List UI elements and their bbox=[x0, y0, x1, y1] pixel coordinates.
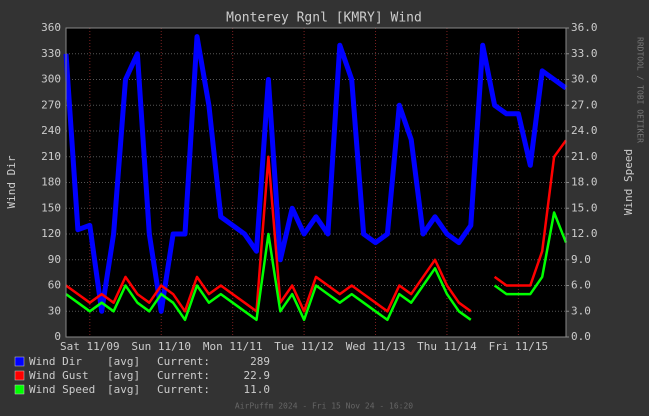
y-tick-label: 120 bbox=[41, 227, 61, 240]
legend-name: Wind Dir bbox=[29, 355, 82, 368]
y2-tick-label: 24.0 bbox=[571, 124, 598, 137]
chart-title: Monterey Rgnl [KMRY] Wind bbox=[226, 11, 422, 26]
series-line bbox=[65, 211, 568, 322]
y2-tick-label: 9.0 bbox=[571, 253, 591, 266]
y-axis-label: Wind Dir bbox=[5, 155, 18, 208]
y2-tick-label: 6.0 bbox=[571, 279, 591, 292]
plot-frame bbox=[65, 27, 567, 338]
legend-name: Wind Speed bbox=[29, 383, 95, 396]
y-tick-label: 90 bbox=[48, 253, 61, 266]
y-tick-label: 360 bbox=[41, 21, 61, 34]
legend-current: 22.9 bbox=[244, 369, 271, 382]
y2-tick-label: 0.0 bbox=[571, 330, 591, 343]
y2-tick-label: 3.0 bbox=[571, 304, 591, 317]
y-tick-label: 330 bbox=[41, 47, 61, 60]
legend-current-label: Current: bbox=[157, 383, 210, 396]
y2-axis-label: Wind Speed bbox=[622, 149, 635, 215]
side-note: RRDTOOL / TOBI OETIKER bbox=[636, 37, 645, 143]
legend-current-label: Current: bbox=[157, 355, 210, 368]
legend-name: Wind Gust bbox=[29, 369, 89, 382]
x-tick-label: Mon 11/11 bbox=[203, 340, 263, 353]
y2-tick-label: 36.0 bbox=[571, 21, 598, 34]
y2-tick-label: 18.0 bbox=[571, 176, 598, 189]
legend-kind: [avg] bbox=[107, 383, 140, 396]
x-tick-label: Sun 11/10 bbox=[131, 340, 191, 353]
y-tick-label: 150 bbox=[41, 201, 61, 214]
x-tick-label: Sat 11/09 bbox=[60, 340, 120, 353]
legend-swatch bbox=[14, 356, 25, 367]
y-tick-label: 180 bbox=[41, 176, 61, 189]
y2-tick-label: 33.0 bbox=[571, 47, 598, 60]
y-tick-label: 210 bbox=[41, 150, 61, 163]
y2-tick-label: 12.0 bbox=[571, 227, 598, 240]
x-tick-label: Tue 11/12 bbox=[274, 340, 334, 353]
y2-tick-label: 15.0 bbox=[571, 201, 598, 214]
x-tick-label: Fri 11/15 bbox=[489, 340, 549, 353]
y2-tick-label: 30.0 bbox=[571, 73, 598, 86]
legend-current: 289 bbox=[250, 355, 270, 368]
legend-kind: [avg] bbox=[107, 369, 140, 382]
x-tick-label: Wed 11/13 bbox=[346, 340, 406, 353]
footer: AirPuffm 2024 - Fri 15 Nov 24 - 16:20 bbox=[235, 402, 413, 411]
y-tick-label: 300 bbox=[41, 73, 61, 86]
series-line bbox=[63, 34, 568, 314]
y-tick-label: 0 bbox=[54, 330, 61, 343]
legend-swatch bbox=[14, 370, 25, 381]
x-tick-label: Thu 11/14 bbox=[417, 340, 477, 353]
y2-tick-label: 27.0 bbox=[571, 98, 598, 111]
y-tick-label: 240 bbox=[41, 124, 61, 137]
legend-swatch bbox=[14, 384, 25, 395]
y-tick-label: 60 bbox=[48, 279, 61, 292]
series-line bbox=[65, 139, 568, 313]
legend-current-label: Current: bbox=[157, 369, 210, 382]
legend-kind: [avg] bbox=[107, 355, 140, 368]
y-tick-label: 270 bbox=[41, 98, 61, 111]
legend-current: 11.0 bbox=[244, 383, 271, 396]
y-tick-label: 30 bbox=[48, 304, 61, 317]
y2-tick-label: 21.0 bbox=[571, 150, 598, 163]
